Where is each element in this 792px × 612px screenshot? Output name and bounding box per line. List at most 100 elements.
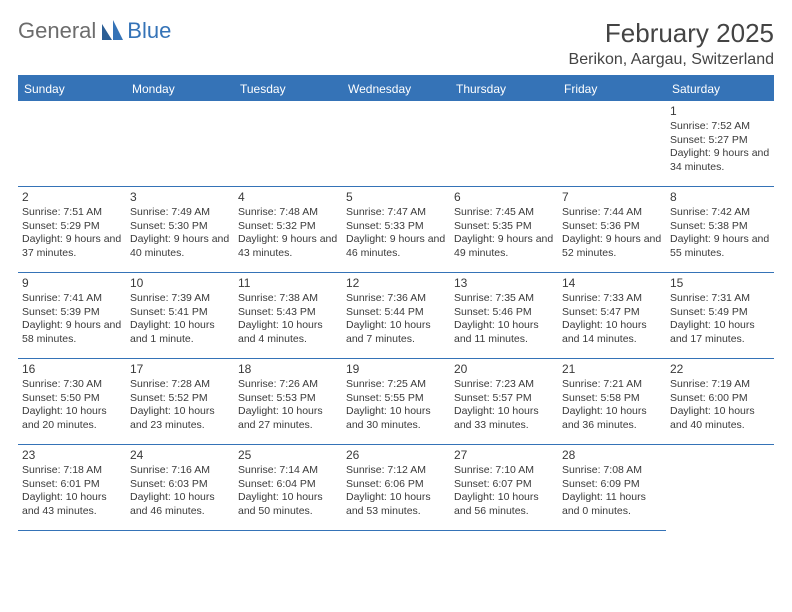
sail-icon: [100, 20, 124, 42]
weekday-header: Saturday: [666, 77, 774, 101]
sunset-text: Sunset: 5:50 PM: [22, 392, 122, 405]
sunrise-text: Sunrise: 7:25 AM: [346, 378, 446, 391]
day-cell: 6Sunrise: 7:45 AMSunset: 5:35 PMDaylight…: [450, 187, 558, 273]
weekday-header: Sunday: [18, 77, 126, 101]
day-cell: 16Sunrise: 7:30 AMSunset: 5:50 PMDayligh…: [18, 359, 126, 445]
header: General Blue February 2025 Berikon, Aarg…: [18, 18, 774, 69]
daylight-text: Daylight: 11 hours and 0 minutes.: [562, 491, 662, 518]
sunset-text: Sunset: 5:30 PM: [130, 220, 230, 233]
daylight-text: Daylight: 10 hours and 17 minutes.: [670, 319, 770, 346]
sunset-text: Sunset: 5:39 PM: [22, 306, 122, 319]
daylight-text: Daylight: 10 hours and 11 minutes.: [454, 319, 554, 346]
sunset-text: Sunset: 5:47 PM: [562, 306, 662, 319]
daylight-text: Daylight: 10 hours and 4 minutes.: [238, 319, 338, 346]
day-number: 13: [454, 276, 554, 291]
day-cell: 12Sunrise: 7:36 AMSunset: 5:44 PMDayligh…: [342, 273, 450, 359]
sunset-text: Sunset: 5:27 PM: [670, 134, 770, 147]
sunrise-text: Sunrise: 7:38 AM: [238, 292, 338, 305]
sunrise-text: Sunrise: 7:49 AM: [130, 206, 230, 219]
day-number: 3: [130, 190, 230, 205]
sunrise-text: Sunrise: 7:31 AM: [670, 292, 770, 305]
sunset-text: Sunset: 6:04 PM: [238, 478, 338, 491]
sunrise-text: Sunrise: 7:12 AM: [346, 464, 446, 477]
empty-cell: [342, 101, 450, 187]
day-cell: 19Sunrise: 7:25 AMSunset: 5:55 PMDayligh…: [342, 359, 450, 445]
day-number: 16: [22, 362, 122, 377]
day-number: 7: [562, 190, 662, 205]
sunset-text: Sunset: 5:55 PM: [346, 392, 446, 405]
day-cell: 3Sunrise: 7:49 AMSunset: 5:30 PMDaylight…: [126, 187, 234, 273]
sunrise-text: Sunrise: 7:35 AM: [454, 292, 554, 305]
day-cell: 5Sunrise: 7:47 AMSunset: 5:33 PMDaylight…: [342, 187, 450, 273]
daylight-text: Daylight: 10 hours and 46 minutes.: [130, 491, 230, 518]
sunset-text: Sunset: 6:00 PM: [670, 392, 770, 405]
daylight-text: Daylight: 9 hours and 49 minutes.: [454, 233, 554, 260]
sunrise-text: Sunrise: 7:36 AM: [346, 292, 446, 305]
sunrise-text: Sunrise: 7:26 AM: [238, 378, 338, 391]
sunrise-text: Sunrise: 7:18 AM: [22, 464, 122, 477]
day-cell: 13Sunrise: 7:35 AMSunset: 5:46 PMDayligh…: [450, 273, 558, 359]
sunset-text: Sunset: 6:03 PM: [130, 478, 230, 491]
weekday-header-row: SundayMondayTuesdayWednesdayThursdayFrid…: [18, 77, 774, 101]
sunrise-text: Sunrise: 7:16 AM: [130, 464, 230, 477]
daylight-text: Daylight: 10 hours and 1 minute.: [130, 319, 230, 346]
weekday-header: Friday: [558, 77, 666, 101]
sunrise-text: Sunrise: 7:48 AM: [238, 206, 338, 219]
sunset-text: Sunset: 5:35 PM: [454, 220, 554, 233]
day-cell: 28Sunrise: 7:08 AMSunset: 6:09 PMDayligh…: [558, 445, 666, 531]
daylight-text: Daylight: 10 hours and 14 minutes.: [562, 319, 662, 346]
sunrise-text: Sunrise: 7:52 AM: [670, 120, 770, 133]
daylight-text: Daylight: 10 hours and 30 minutes.: [346, 405, 446, 432]
sunset-text: Sunset: 5:41 PM: [130, 306, 230, 319]
brand-text-general: General: [18, 18, 96, 44]
daylight-text: Daylight: 10 hours and 20 minutes.: [22, 405, 122, 432]
daylight-text: Daylight: 10 hours and 23 minutes.: [130, 405, 230, 432]
day-cell: 4Sunrise: 7:48 AMSunset: 5:32 PMDaylight…: [234, 187, 342, 273]
empty-cell: [126, 101, 234, 187]
sunset-text: Sunset: 5:32 PM: [238, 220, 338, 233]
day-number: 24: [130, 448, 230, 463]
sunrise-text: Sunrise: 7:39 AM: [130, 292, 230, 305]
title-month: February 2025: [569, 18, 774, 49]
sunrise-text: Sunrise: 7:44 AM: [562, 206, 662, 219]
day-cell: 8Sunrise: 7:42 AMSunset: 5:38 PMDaylight…: [666, 187, 774, 273]
sunrise-text: Sunrise: 7:45 AM: [454, 206, 554, 219]
daylight-text: Daylight: 9 hours and 55 minutes.: [670, 233, 770, 260]
daylight-text: Daylight: 9 hours and 46 minutes.: [346, 233, 446, 260]
empty-cell: [558, 101, 666, 187]
daylight-text: Daylight: 10 hours and 27 minutes.: [238, 405, 338, 432]
day-number: 14: [562, 276, 662, 291]
sunset-text: Sunset: 6:01 PM: [22, 478, 122, 491]
day-number: 11: [238, 276, 338, 291]
daylight-text: Daylight: 9 hours and 40 minutes.: [130, 233, 230, 260]
daylight-text: Daylight: 10 hours and 50 minutes.: [238, 491, 338, 518]
daylight-text: Daylight: 10 hours and 56 minutes.: [454, 491, 554, 518]
sunset-text: Sunset: 5:36 PM: [562, 220, 662, 233]
day-cell: 24Sunrise: 7:16 AMSunset: 6:03 PMDayligh…: [126, 445, 234, 531]
daylight-text: Daylight: 10 hours and 33 minutes.: [454, 405, 554, 432]
day-number: 9: [22, 276, 122, 291]
sunset-text: Sunset: 6:06 PM: [346, 478, 446, 491]
daylight-text: Daylight: 9 hours and 52 minutes.: [562, 233, 662, 260]
day-cell: 15Sunrise: 7:31 AMSunset: 5:49 PMDayligh…: [666, 273, 774, 359]
day-cell: 25Sunrise: 7:14 AMSunset: 6:04 PMDayligh…: [234, 445, 342, 531]
sunset-text: Sunset: 5:52 PM: [130, 392, 230, 405]
title-location: Berikon, Aargau, Switzerland: [569, 51, 774, 69]
sunrise-text: Sunrise: 7:28 AM: [130, 378, 230, 391]
sunrise-text: Sunrise: 7:33 AM: [562, 292, 662, 305]
sunset-text: Sunset: 5:57 PM: [454, 392, 554, 405]
day-number: 23: [22, 448, 122, 463]
day-number: 20: [454, 362, 554, 377]
day-number: 1: [670, 104, 770, 119]
sunrise-text: Sunrise: 7:14 AM: [238, 464, 338, 477]
day-number: 27: [454, 448, 554, 463]
brand-logo: General Blue: [18, 18, 171, 44]
sunset-text: Sunset: 5:43 PM: [238, 306, 338, 319]
daylight-text: Daylight: 10 hours and 36 minutes.: [562, 405, 662, 432]
day-number: 5: [346, 190, 446, 205]
day-number: 21: [562, 362, 662, 377]
day-cell: 23Sunrise: 7:18 AMSunset: 6:01 PMDayligh…: [18, 445, 126, 531]
daylight-text: Daylight: 10 hours and 43 minutes.: [22, 491, 122, 518]
day-cell: 22Sunrise: 7:19 AMSunset: 6:00 PMDayligh…: [666, 359, 774, 445]
sunset-text: Sunset: 6:09 PM: [562, 478, 662, 491]
